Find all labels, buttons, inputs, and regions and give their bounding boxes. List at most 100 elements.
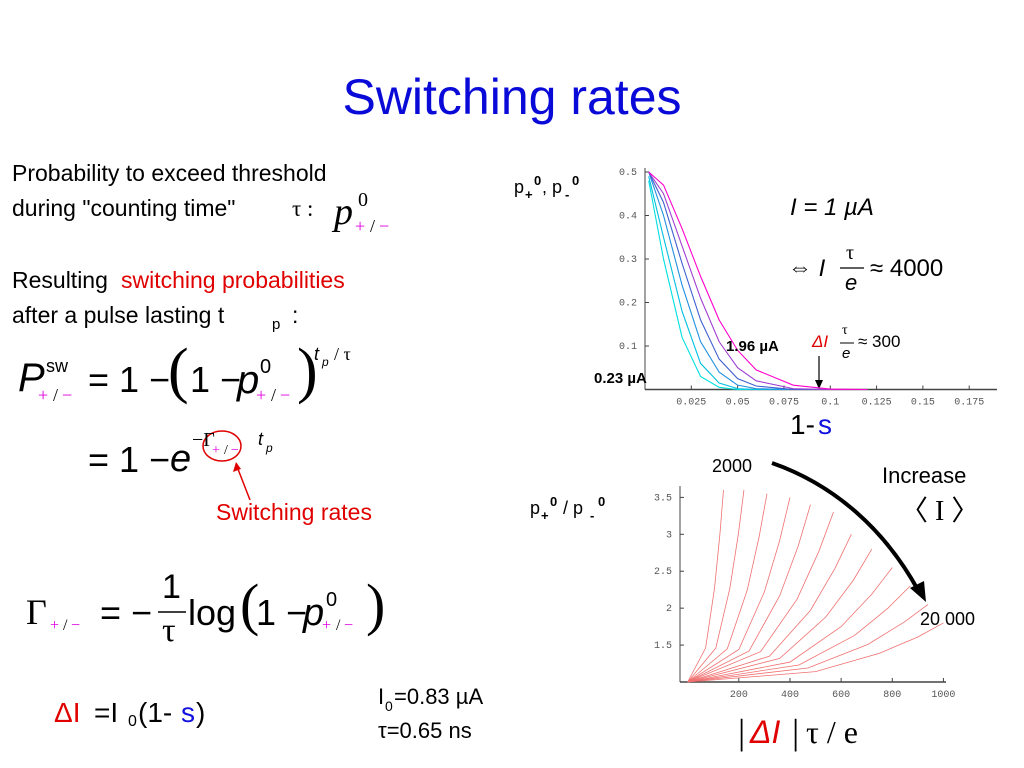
data-line xyxy=(648,171,868,391)
data-line xyxy=(687,567,893,683)
y-tick-label: 2 xyxy=(666,604,672,615)
data-line xyxy=(687,622,944,683)
math: (1- xyxy=(138,697,173,728)
data-line xyxy=(687,512,834,683)
x-tick-label: 0.15 xyxy=(911,398,935,409)
x-axis-label: τ / e xyxy=(806,714,858,750)
math: τ xyxy=(162,612,176,649)
math: p xyxy=(303,592,325,634)
math: − xyxy=(62,385,73,405)
y-axis-label: - xyxy=(590,508,595,523)
param: τ=0.65 ns xyxy=(378,718,472,743)
text: : xyxy=(292,302,299,328)
annotation: 0.23 µA xyxy=(594,370,647,387)
title: Switching rates xyxy=(342,69,682,125)
math: / xyxy=(224,443,228,458)
x-axis-label: ΔI xyxy=(750,714,781,750)
y-axis-label: + xyxy=(541,508,549,523)
annotation: ⇔ I xyxy=(788,255,826,282)
param: =0.83 µA xyxy=(394,684,484,709)
y-axis-label: - xyxy=(565,187,570,202)
annotation: 〈 I 〉 xyxy=(900,496,980,527)
annotation: e xyxy=(845,270,858,295)
param: I xyxy=(378,684,385,709)
annotation: e xyxy=(842,345,851,362)
x-tick-label: 0.1 xyxy=(821,398,839,409)
math: ( xyxy=(168,337,189,405)
math: s xyxy=(181,697,195,728)
math: / xyxy=(336,617,341,634)
annotation: ≈ 4000 xyxy=(870,255,944,282)
math: 1 − xyxy=(256,592,308,633)
math: + xyxy=(38,385,49,405)
text: τ : xyxy=(292,196,314,221)
math: p xyxy=(266,441,273,455)
math: P xyxy=(18,356,45,400)
math: − xyxy=(231,443,239,458)
data-line xyxy=(687,548,873,683)
annotation: 1.96 µA xyxy=(726,338,779,355)
y-axis-label: + xyxy=(525,187,533,202)
y-tick-label: 1.5 xyxy=(654,641,672,652)
math: = 1 − xyxy=(88,359,171,400)
trend-arrow xyxy=(771,461,920,591)
y-tick-label: 0.1 xyxy=(619,342,637,353)
math: 1 − xyxy=(190,359,242,400)
math: + xyxy=(355,216,366,236)
x-tick-label: 0.05 xyxy=(726,398,750,409)
math: + xyxy=(322,617,332,634)
y-axis-label: 0 xyxy=(598,494,606,509)
math: / xyxy=(53,385,59,405)
math: =I xyxy=(94,697,119,728)
x-tick-label: 200 xyxy=(730,690,748,701)
y-tick-label: 3.5 xyxy=(654,493,672,504)
y-tick-label: 0.4 xyxy=(619,212,637,223)
y-tick-label: 0.2 xyxy=(619,299,637,310)
annotation: Increase xyxy=(882,463,967,488)
y-axis-label: 0 xyxy=(534,173,542,188)
x-axis-label: | xyxy=(738,712,746,752)
math: = 1 − xyxy=(88,439,171,480)
math: − xyxy=(379,216,390,236)
math: 0 xyxy=(358,189,368,211)
y-axis-label: / p xyxy=(558,498,584,518)
text-highlight: switching probabilities xyxy=(121,267,345,293)
x-tick-label: 400 xyxy=(781,690,799,701)
x-tick-label: 0.075 xyxy=(769,398,799,409)
math: p xyxy=(334,191,353,233)
math: / τ xyxy=(334,344,351,364)
text: Probability to exceed threshold xyxy=(12,160,327,186)
math: − xyxy=(71,617,81,634)
y-axis-label: 0 xyxy=(572,173,580,188)
data-line xyxy=(687,504,811,683)
math: = − xyxy=(100,592,153,633)
math: 0 xyxy=(260,356,272,378)
y-tick-label: 3 xyxy=(666,530,672,541)
math: ) xyxy=(297,337,318,405)
text: after a pulse lasting t xyxy=(12,302,225,328)
y-tick-label: 0.3 xyxy=(619,255,637,266)
math: e xyxy=(170,438,192,480)
math: − xyxy=(344,617,354,634)
arrow-head xyxy=(815,380,823,389)
math: + xyxy=(256,385,267,405)
math: t xyxy=(314,344,320,364)
math: + xyxy=(212,443,220,458)
annotation: 20 000 xyxy=(920,609,976,629)
math: − xyxy=(280,385,291,405)
y-axis-label: p xyxy=(514,177,525,197)
math: 1 xyxy=(162,568,181,606)
math: ΔI xyxy=(54,697,81,728)
x-tick-label: 1000 xyxy=(931,690,955,701)
math: −Γ xyxy=(192,429,215,451)
math: t xyxy=(258,429,264,449)
pointer-head xyxy=(233,462,241,472)
annotation: 2000 xyxy=(712,456,753,476)
annotation: τ xyxy=(842,323,848,338)
y-tick-label: 2.5 xyxy=(654,567,672,578)
math: / xyxy=(63,617,68,634)
x-tick-label: 0.175 xyxy=(954,398,984,409)
math: / xyxy=(271,385,277,405)
